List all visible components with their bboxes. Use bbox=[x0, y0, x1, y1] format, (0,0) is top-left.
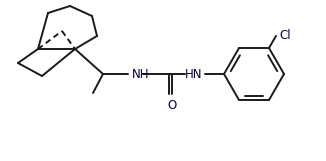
Text: HN: HN bbox=[185, 67, 202, 80]
Text: NH: NH bbox=[132, 67, 150, 80]
Text: Cl: Cl bbox=[279, 29, 290, 42]
Text: O: O bbox=[167, 99, 177, 112]
